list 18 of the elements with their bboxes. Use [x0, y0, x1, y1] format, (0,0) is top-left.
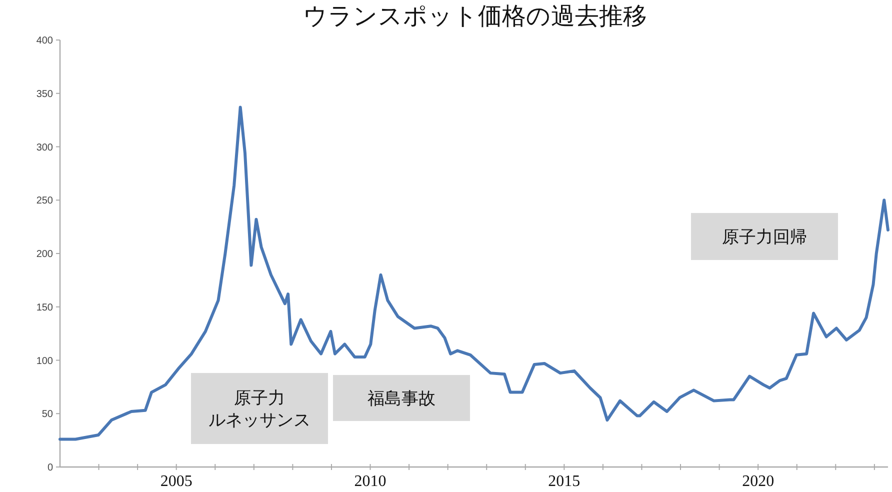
x-tick-label: 2005 [160, 473, 192, 490]
x-tick-label: 2020 [742, 473, 774, 490]
x-tick-label: 2010 [354, 473, 386, 490]
annotation: 原子力ルネッサンス [208, 388, 310, 430]
chart-title: ウランスポット価格の過去推移 [303, 3, 647, 30]
y-tick-label: 200 [36, 249, 54, 260]
annotation: 福島事故 [368, 389, 436, 408]
y-tick-label: 350 [36, 88, 54, 100]
x-tick-label: 2015 [548, 473, 580, 490]
y-tick-label: 400 [36, 36, 54, 46]
y-tick-label: 150 [36, 302, 54, 314]
y-tick-label: 100 [36, 356, 54, 367]
y-tick-label: 0 [47, 462, 54, 474]
annotation: 原子力回帰 [722, 228, 807, 246]
y-tick-label: 50 [42, 409, 54, 420]
y-tick-label: 300 [36, 142, 54, 154]
line-series [58, 106, 890, 441]
y-tick-label: 250 [36, 196, 54, 207]
